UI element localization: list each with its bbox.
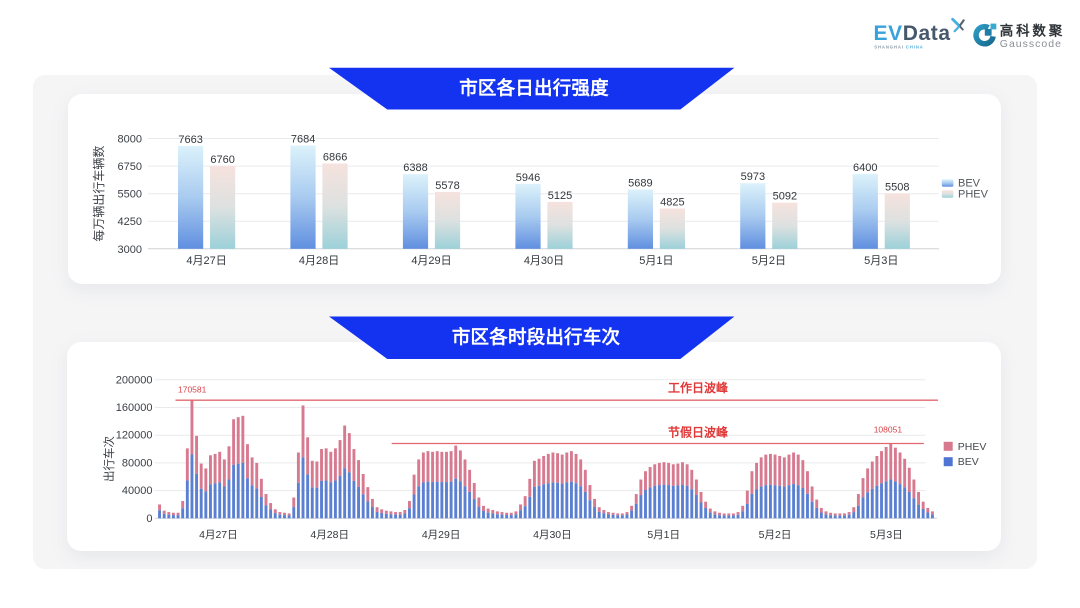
svg-text:0: 0	[146, 513, 152, 525]
svg-text:4月29日: 4月29日	[422, 529, 461, 541]
svg-text:80000: 80000	[122, 457, 153, 469]
svg-text:5125: 5125	[548, 190, 572, 202]
svg-text:160000: 160000	[116, 402, 153, 414]
svg-text:6400: 6400	[853, 162, 877, 174]
svg-text:7663: 7663	[178, 134, 202, 146]
svg-text:6750: 6750	[118, 161, 142, 173]
svg-text:工作日波峰: 工作日波峰	[668, 380, 729, 395]
svg-text:5月1日: 5月1日	[647, 529, 680, 541]
svg-text:市区各时段出行车次: 市区各时段出行车次	[452, 326, 621, 347]
svg-text:3000: 3000	[118, 244, 142, 256]
svg-text:出行车次: 出行车次	[102, 436, 116, 482]
svg-text:5月2日: 5月2日	[759, 529, 792, 541]
svg-text:8000: 8000	[118, 134, 142, 146]
svg-text:BEV: BEV	[958, 178, 981, 190]
svg-text:Gausscode: Gausscode	[1000, 38, 1062, 50]
svg-text:5月2日: 5月2日	[752, 255, 786, 267]
svg-text:5578: 5578	[435, 180, 459, 192]
svg-text:5973: 5973	[741, 171, 765, 183]
svg-text:4月29日: 4月29日	[411, 255, 451, 267]
svg-text:5508: 5508	[885, 182, 909, 194]
svg-text:SHANGHAI CHINA: SHANGHAI CHINA	[874, 45, 923, 50]
svg-text:4825: 4825	[660, 197, 684, 209]
svg-text:4月30日: 4月30日	[533, 529, 572, 541]
svg-text:170581: 170581	[178, 384, 207, 394]
svg-text:4月30日: 4月30日	[524, 255, 564, 267]
svg-text:5092: 5092	[773, 191, 797, 203]
svg-text:120000: 120000	[116, 430, 153, 442]
svg-text:6866: 6866	[323, 152, 347, 164]
svg-text:PHEV: PHEV	[958, 441, 987, 453]
svg-text:4月27日: 4月27日	[186, 255, 226, 267]
svg-text:高科数聚: 高科数聚	[1000, 23, 1065, 39]
svg-text:4月28日: 4月28日	[310, 529, 349, 541]
svg-text:节假日波峰: 节假日波峰	[668, 425, 729, 440]
svg-text:每万辆出行车辆数: 每万辆出行车辆数	[91, 146, 106, 242]
svg-text:5月3日: 5月3日	[864, 255, 898, 267]
svg-text:4月28日: 4月28日	[299, 255, 339, 267]
svg-text:200000: 200000	[116, 374, 153, 386]
svg-text:108051: 108051	[874, 424, 903, 434]
svg-text:4月27日: 4月27日	[199, 529, 238, 541]
svg-text:BEV: BEV	[958, 456, 979, 468]
svg-text:EVData: EVData	[874, 22, 951, 45]
svg-text:5689: 5689	[628, 178, 652, 190]
svg-text:市区各日出行强度: 市区各日出行强度	[459, 78, 609, 99]
svg-text:40000: 40000	[122, 485, 153, 497]
svg-text:5月1日: 5月1日	[639, 255, 673, 267]
svg-text:PHEV: PHEV	[958, 189, 989, 201]
svg-text:4250: 4250	[118, 216, 142, 228]
svg-text:5946: 5946	[516, 172, 540, 184]
svg-text:5500: 5500	[118, 189, 142, 201]
svg-text:6388: 6388	[403, 162, 427, 174]
svg-text:7684: 7684	[291, 134, 315, 146]
svg-text:5月3日: 5月3日	[870, 529, 903, 541]
svg-text:6760: 6760	[210, 154, 234, 166]
